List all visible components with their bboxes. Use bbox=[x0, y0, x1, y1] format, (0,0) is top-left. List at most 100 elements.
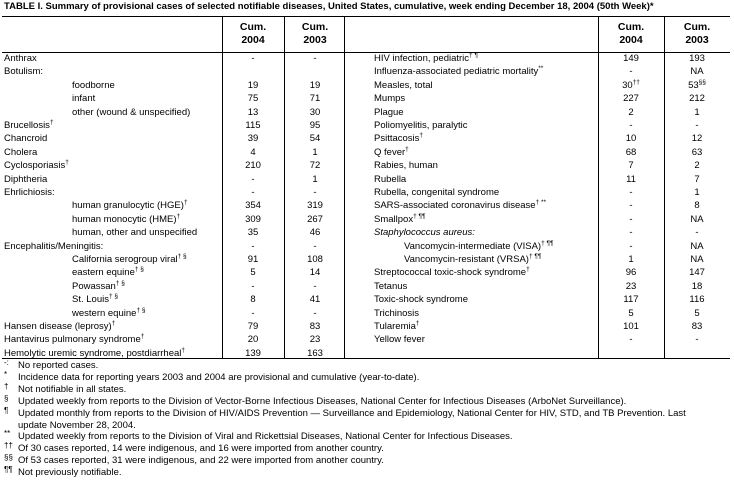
case-value: - bbox=[313, 280, 317, 292]
case-value: 91 bbox=[247, 254, 259, 265]
footnote-symbol: -: bbox=[4, 358, 9, 367]
footnote-mark: † bbox=[419, 132, 424, 140]
case-value: - bbox=[251, 173, 255, 185]
case-value: 83 bbox=[691, 321, 703, 332]
case-count: 91 bbox=[225, 254, 281, 266]
disease-name: Tetanus bbox=[374, 281, 407, 293]
case-count: 11 bbox=[603, 174, 659, 186]
disease-name: other (wound & unspecified) bbox=[72, 107, 190, 119]
footnote-text: No reported cases. bbox=[18, 360, 99, 371]
case-count: 101 bbox=[603, 321, 659, 333]
case-value: 5 bbox=[694, 307, 700, 319]
disease-name: SARS-associated coronavirus disease† ** bbox=[374, 200, 546, 212]
case-count: NA bbox=[669, 214, 725, 226]
disease-label: other (wound & unspecified) bbox=[72, 106, 191, 118]
case-value: 116 bbox=[689, 294, 705, 306]
case-value: 319 bbox=[307, 200, 323, 212]
case-count: 2 bbox=[669, 160, 725, 172]
case-count: - bbox=[225, 281, 281, 293]
disease-name: foodborne bbox=[72, 80, 115, 92]
case-count: 95 bbox=[287, 120, 343, 132]
case-count: - bbox=[225, 308, 281, 320]
case-value: - bbox=[629, 187, 633, 198]
case-count: 83 bbox=[287, 321, 343, 333]
disease-label: Brucellosis bbox=[4, 120, 50, 131]
column-divider bbox=[284, 16, 285, 358]
case-count: 19 bbox=[225, 80, 281, 92]
case-value: 10 bbox=[625, 133, 637, 145]
case-value: 19 bbox=[309, 79, 321, 91]
disease-label: human granulocytic (HGE) bbox=[72, 200, 184, 212]
footnote-symbol: ¶ bbox=[4, 406, 9, 415]
footnote-mark: † bbox=[181, 346, 186, 354]
case-value: NA bbox=[690, 240, 704, 252]
case-value: 117 bbox=[623, 294, 639, 306]
disease-label: Cholera bbox=[4, 146, 38, 158]
disease-label: Encephalitis/Meningitis: bbox=[4, 240, 104, 252]
case-value: - bbox=[695, 227, 699, 239]
disease-label: Hemolytic uremic syndrome, postdiarrheal bbox=[4, 347, 182, 359]
disease-name: Influenza-associated pediatric mortality… bbox=[374, 66, 543, 78]
footnote-text: Not notifiable in all states. bbox=[18, 384, 127, 395]
disease-name: infant bbox=[72, 93, 95, 105]
case-value: 212 bbox=[689, 93, 705, 105]
case-count: 79 bbox=[225, 321, 281, 333]
case-count: 83 bbox=[669, 321, 725, 333]
case-count: 41 bbox=[287, 294, 343, 306]
case-count: 1 bbox=[603, 254, 659, 266]
disease-label: Yellow fever bbox=[374, 334, 425, 346]
footnote-text: Updated weekly from reports to the Divis… bbox=[18, 396, 627, 407]
disease-name: Rabies, human bbox=[374, 160, 438, 172]
case-value: 8 bbox=[250, 294, 256, 306]
disease-label: Hansen disease (leprosy) bbox=[4, 321, 112, 332]
column-header-year: 2003 bbox=[685, 34, 709, 46]
case-count: 18 bbox=[669, 281, 725, 293]
footnote-mark: † ¶ bbox=[469, 52, 478, 59]
footnote: §§ Of 53 cases reported, 31 were indigeno… bbox=[4, 453, 704, 467]
footnote: ¶ Updated monthly from reports to the Div… bbox=[4, 406, 704, 431]
footnote-mark: † § bbox=[115, 279, 125, 287]
disease-label: Vancomycin-intermediate (VISA) bbox=[404, 240, 542, 252]
disease-name: Hansen disease (leprosy)† bbox=[4, 320, 115, 333]
case-count: 1 bbox=[287, 147, 343, 159]
case-count: 10 bbox=[603, 133, 659, 145]
disease-name: Smallpox† ¶¶ bbox=[374, 213, 425, 226]
case-count: 96 bbox=[603, 267, 659, 279]
disease-label: Influenza-associated pediatric mortality bbox=[374, 66, 539, 78]
rule bbox=[2, 358, 730, 359]
footnote-mark: † § bbox=[177, 253, 187, 260]
case-count: 5 bbox=[225, 267, 281, 279]
disease-name: Trichinosis bbox=[374, 308, 419, 320]
footnote-mark: † bbox=[65, 159, 69, 167]
disease-name: HIV infection, pediatric† ¶ bbox=[374, 52, 478, 65]
disease-name: human monocytic (HME)† bbox=[72, 213, 180, 226]
footnote-mark: † ¶¶ bbox=[541, 239, 554, 247]
case-count: 8 bbox=[669, 200, 725, 212]
case-value: - bbox=[629, 213, 633, 225]
footnote-text: Not previously notifiable. bbox=[18, 467, 122, 478]
case-count: 14 bbox=[287, 267, 343, 279]
case-count: 23 bbox=[287, 334, 343, 346]
case-count: 53§§ bbox=[669, 79, 725, 92]
disease-name: eastern equine† § bbox=[72, 267, 144, 279]
disease-name: Diphtheria bbox=[4, 174, 47, 186]
case-value: 54 bbox=[309, 133, 321, 145]
case-value: NA bbox=[690, 66, 704, 78]
case-count: 7 bbox=[603, 160, 659, 172]
disease-name: Vancomycin-resistant (VRSA)† ¶¶ bbox=[404, 253, 541, 266]
disease-name: Vancomycin-intermediate (VISA)† ¶¶ bbox=[404, 239, 554, 253]
footnote-mark: † § bbox=[108, 293, 119, 301]
case-value: - bbox=[313, 53, 317, 64]
disease-name: human, other and unspecified bbox=[72, 227, 197, 239]
disease-label: Anthrax bbox=[4, 53, 37, 64]
case-value: - bbox=[251, 240, 255, 252]
case-value: 1 bbox=[628, 254, 634, 265]
case-value: - bbox=[629, 120, 633, 131]
case-value: 72 bbox=[309, 160, 321, 172]
disease-label: Hantavirus pulmonary syndrome bbox=[4, 334, 141, 346]
footnote-text: Of 30 cases reported, 14 were indigenous… bbox=[18, 443, 384, 454]
case-count: 5 bbox=[603, 308, 659, 320]
disease-label: HIV infection, pediatric bbox=[374, 53, 470, 64]
disease-label: Diphtheria bbox=[4, 173, 48, 185]
